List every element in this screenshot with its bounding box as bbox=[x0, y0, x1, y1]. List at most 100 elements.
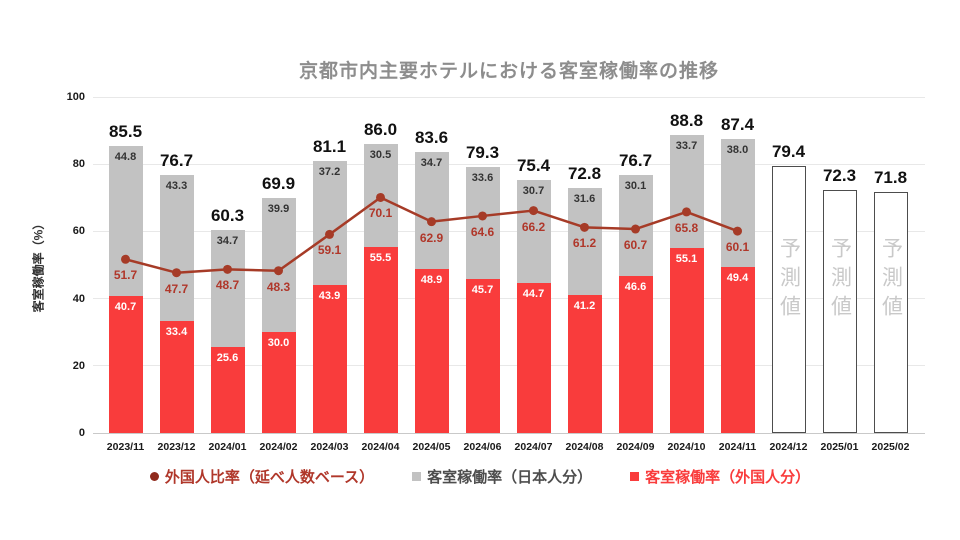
japanese-value-label: 33.7 bbox=[675, 139, 698, 152]
gridline bbox=[93, 298, 925, 300]
ratio-value-label: 66.2 bbox=[521, 219, 546, 234]
japanese-value-label: 43.3 bbox=[165, 180, 188, 193]
x-tick-label: 2024/07 bbox=[514, 441, 553, 453]
total-label: 69.9 bbox=[261, 174, 296, 194]
bar-japanese-segment bbox=[210, 230, 245, 347]
total-label: 72.8 bbox=[567, 164, 602, 184]
trend-point bbox=[325, 229, 334, 239]
chart-title: 京都市内主要ホテルにおける客室稼働率の推移 bbox=[298, 61, 719, 82]
y-tick-label: 60 bbox=[72, 225, 85, 238]
foreign-value-label: 33.4 bbox=[165, 325, 188, 338]
trend-point bbox=[733, 226, 742, 236]
bar-foreign-segment bbox=[108, 296, 143, 433]
ratio-value-label: 61.2 bbox=[572, 236, 597, 251]
trend-point bbox=[631, 224, 640, 234]
gridline bbox=[93, 230, 925, 232]
trend-point bbox=[529, 206, 538, 216]
bar-japanese-segment bbox=[312, 160, 347, 286]
bar-foreign-segment bbox=[618, 276, 653, 433]
total-label: 79.4 bbox=[771, 142, 806, 162]
bar-japanese-segment bbox=[465, 166, 500, 280]
bar-foreign-segment bbox=[312, 285, 347, 433]
legend-item-foreign-occupancy: 客室稼働率（外国人分） bbox=[630, 466, 810, 487]
total-label: 60.3 bbox=[210, 206, 245, 226]
total-label: 85.5 bbox=[108, 121, 143, 141]
bar-japanese-segment bbox=[516, 179, 551, 283]
foreign-value-label: 48.9 bbox=[420, 273, 443, 286]
ratio-value-label: 48.3 bbox=[266, 279, 291, 294]
foreign-value-label: 40.7 bbox=[114, 301, 137, 314]
y-tick-label: 20 bbox=[72, 359, 85, 372]
japanese-value-label: 39.9 bbox=[267, 203, 290, 216]
x-tick-label: 2024/05 bbox=[412, 441, 451, 453]
foreign-value-label: 55.1 bbox=[675, 252, 698, 265]
x-tick-label: 2024/01 bbox=[208, 441, 247, 453]
foreign-value-label: 44.7 bbox=[522, 287, 545, 300]
foreign-value-label: 55.5 bbox=[369, 251, 392, 264]
forecast-bar bbox=[822, 190, 857, 433]
total-label: 76.7 bbox=[618, 151, 653, 171]
legend-dot-icon bbox=[149, 472, 159, 481]
total-label: 88.8 bbox=[669, 110, 704, 130]
japanese-value-label: 34.7 bbox=[216, 235, 239, 248]
trend-point bbox=[121, 254, 130, 264]
ratio-value-label: 48.7 bbox=[215, 278, 240, 293]
trend-point bbox=[427, 217, 436, 227]
trend-line bbox=[121, 192, 742, 278]
bar-foreign-segment bbox=[465, 279, 500, 433]
ratio-value-label: 59.1 bbox=[317, 243, 342, 258]
bar-foreign-segment bbox=[414, 268, 449, 433]
x-tick-label: 2025/01 bbox=[820, 441, 859, 453]
legend-square-icon bbox=[630, 472, 640, 481]
bar-japanese-segment bbox=[669, 134, 704, 248]
ratio-value-label: 51.7 bbox=[113, 268, 138, 283]
x-tick-label: 2024/02 bbox=[259, 441, 298, 453]
y-tick-label: 100 bbox=[66, 91, 85, 103]
foreign-value-label: 41.2 bbox=[573, 299, 596, 312]
japanese-value-label: 37.2 bbox=[318, 165, 341, 178]
ratio-value-label: 60.7 bbox=[623, 238, 648, 253]
foreign-value-label: 25.6 bbox=[216, 351, 239, 364]
trend-point bbox=[682, 207, 691, 217]
y-tick-label: 80 bbox=[72, 158, 85, 171]
x-tick-label: 2024/09 bbox=[616, 441, 655, 453]
total-label: 81.1 bbox=[312, 136, 347, 156]
bar-japanese-segment bbox=[567, 188, 602, 295]
bar-foreign-segment bbox=[516, 282, 551, 433]
x-tick-label: 2024/06 bbox=[463, 441, 502, 453]
total-label: 71.8 bbox=[873, 167, 908, 187]
japanese-value-label: 31.6 bbox=[573, 193, 596, 206]
total-label: 75.4 bbox=[516, 155, 551, 175]
total-label: 72.3 bbox=[822, 166, 857, 186]
trend-point bbox=[274, 266, 283, 276]
x-tick-label: 2024/11 bbox=[718, 441, 757, 453]
bar-japanese-segment bbox=[261, 198, 296, 333]
japanese-value-label: 30.1 bbox=[624, 180, 647, 193]
x-tick-label: 2025/02 bbox=[871, 441, 910, 453]
gridline bbox=[93, 163, 925, 165]
foreign-value-label: 49.4 bbox=[726, 272, 749, 285]
x-tick-label: 2023/12 bbox=[157, 441, 196, 453]
bar-foreign-segment bbox=[669, 247, 704, 433]
total-label: 87.4 bbox=[720, 115, 755, 135]
bar-japanese-segment bbox=[108, 145, 143, 297]
bar-japanese-segment bbox=[720, 139, 755, 267]
total-label: 83.6 bbox=[414, 128, 449, 148]
legend-square-icon bbox=[412, 472, 422, 481]
y-tick-label: 0 bbox=[78, 427, 85, 439]
x-tick-label: 2024/08 bbox=[565, 441, 604, 453]
bar-foreign-segment bbox=[363, 246, 398, 433]
foreign-value-label: 46.6 bbox=[624, 281, 647, 294]
trend-point bbox=[376, 192, 385, 202]
legend-item-japanese-occupancy: 客室稼働率（日本人分） bbox=[412, 466, 592, 487]
legend-label: 客室稼働率（日本人分） bbox=[427, 469, 593, 486]
x-tick-label: 2024/04 bbox=[361, 441, 400, 453]
bar-foreign-segment bbox=[210, 346, 245, 433]
legend-item-foreigner-ratio: 外国人比率（延べ人数ベース） bbox=[149, 466, 374, 487]
ratio-value-label: 70.1 bbox=[368, 206, 393, 221]
y-tick-label: 40 bbox=[72, 292, 85, 305]
x-tick-label: 2024/10 bbox=[667, 441, 706, 453]
japanese-value-label: 34.7 bbox=[420, 157, 443, 170]
bar-foreign-segment bbox=[567, 294, 602, 433]
